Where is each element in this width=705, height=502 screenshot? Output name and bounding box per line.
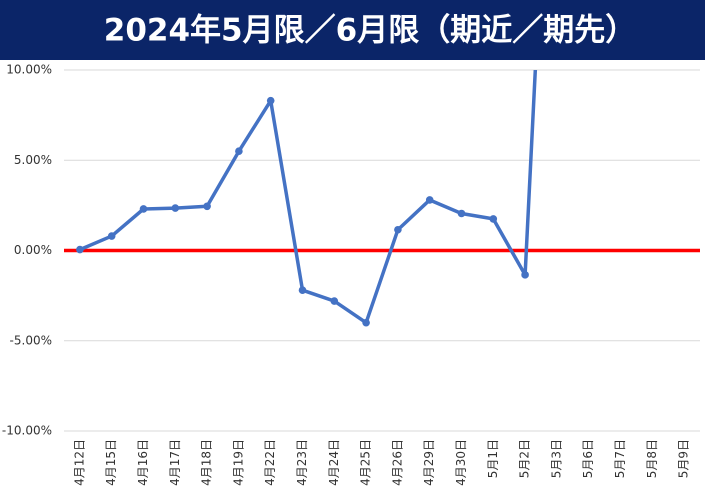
- point: [107, 232, 116, 240]
- point: [76, 245, 84, 254]
- plot: [76, 70, 538, 327]
- y-tick-label: -10.00%: [2, 424, 52, 438]
- x-tick-label: 4月30日: [454, 439, 468, 486]
- point: [521, 271, 529, 279]
- x-tick-label: 5月1日: [486, 439, 500, 478]
- x-tick-label: 4月18日: [200, 439, 214, 486]
- point: [330, 297, 339, 305]
- chart-title: 2024年5月限／6月限（期近／期先）: [104, 13, 636, 49]
- point: [425, 196, 434, 204]
- x-tick-label: 5月7日: [613, 439, 627, 478]
- x-tick-label: 4月22日: [263, 439, 277, 486]
- x-tick-label: 4月25日: [359, 439, 373, 486]
- point: [171, 204, 180, 212]
- x-tick-label: 4月12日: [72, 439, 86, 486]
- x-tick-label: 5月6日: [581, 439, 595, 478]
- x-tick-label: 4月17日: [168, 439, 182, 486]
- point: [203, 202, 211, 211]
- point: [139, 205, 148, 213]
- x-tick-label: 5月3日: [549, 439, 563, 478]
- x-tick-label: 4月15日: [104, 439, 118, 486]
- point: [266, 96, 275, 105]
- y-tick-label: 5.00%: [14, 153, 52, 167]
- title-bar: [0, 0, 705, 60]
- x-tick-label: 4月24日: [327, 439, 341, 486]
- y-tick-label: 10.00%: [6, 63, 52, 77]
- x-tick-label: 5月2日: [518, 439, 532, 478]
- point: [489, 215, 498, 223]
- x-tick-label: 4月29日: [422, 439, 436, 486]
- y-tick-label: 0.00%: [14, 243, 52, 257]
- y-tick-label: -5.00%: [10, 333, 52, 347]
- x-tick-label: 4月19日: [231, 439, 245, 486]
- x-tick-label: 5月9日: [677, 439, 691, 478]
- x-tick-label: 5月8日: [645, 439, 659, 478]
- x-tick-label: 4月23日: [295, 439, 309, 486]
- point: [394, 225, 402, 234]
- x-tick-label: 4月26日: [390, 439, 404, 486]
- x-tick-label: 4月16日: [136, 439, 150, 486]
- point: [298, 286, 307, 295]
- point: [457, 209, 466, 218]
- point: [235, 147, 243, 156]
- point: [362, 318, 370, 327]
- series-line: [79, 70, 538, 325]
